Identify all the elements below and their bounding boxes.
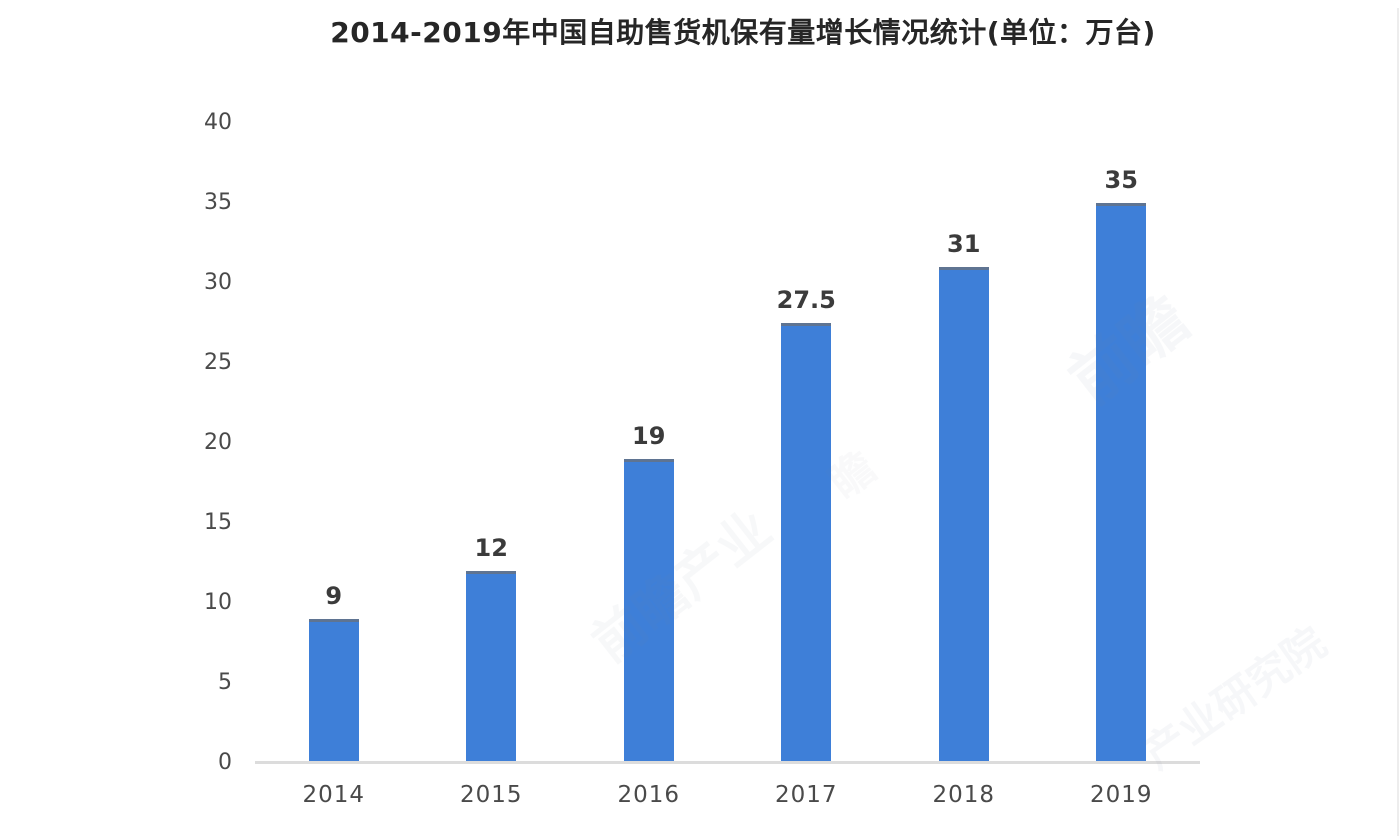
x-axis-line [255, 761, 1200, 764]
bar-2014 [308, 619, 359, 763]
chart-title: 2014-2019年中国自助售货机保有量增长情况统计(单位：万台) [330, 16, 1156, 49]
y-axis-tick-label: 10 [204, 590, 232, 615]
y-axis-tick-label: 35 [204, 190, 232, 215]
bar-2018 [938, 267, 989, 763]
bar-2016 [623, 459, 674, 763]
y-axis-tick-label: 0 [218, 750, 232, 775]
x-axis-label-2018: 2018 [932, 782, 996, 808]
y-axis-tick-label: 20 [204, 430, 232, 455]
x-axis-label-2014: 2014 [302, 782, 366, 808]
x-axis-label-2015: 2015 [459, 782, 523, 808]
value-label-2015: 12 [474, 534, 508, 562]
y-axis: 0 5 10 15 20 25 30 35 40 [150, 0, 232, 774]
page-right-edge-line [1397, 8, 1399, 836]
x-axis-label-2019: 2019 [1089, 782, 1153, 808]
y-axis-tick-label: 15 [204, 510, 232, 535]
value-label-2018: 31 [947, 230, 981, 258]
y-axis-tick-label: 5 [218, 670, 232, 695]
plot-area: 9 12 19 27.5 31 35 [255, 0, 1200, 763]
y-axis-tick-label: 30 [204, 270, 232, 295]
bar-2017 [781, 323, 832, 763]
y-axis-tick-label: 40 [204, 110, 232, 135]
bar-2019 [1096, 203, 1147, 763]
value-label-2019: 35 [1104, 166, 1138, 194]
bar-2015 [466, 571, 517, 763]
value-label-2017: 27.5 [776, 286, 836, 314]
value-label-2014: 9 [325, 582, 343, 610]
x-axis-label-2016: 2016 [617, 782, 681, 808]
x-axis-label-2017: 2017 [774, 782, 838, 808]
y-axis-tick-label: 25 [204, 350, 232, 375]
x-axis: 2014 2015 2016 2017 2018 2019 [255, 784, 1200, 814]
value-label-2016: 19 [632, 422, 666, 450]
